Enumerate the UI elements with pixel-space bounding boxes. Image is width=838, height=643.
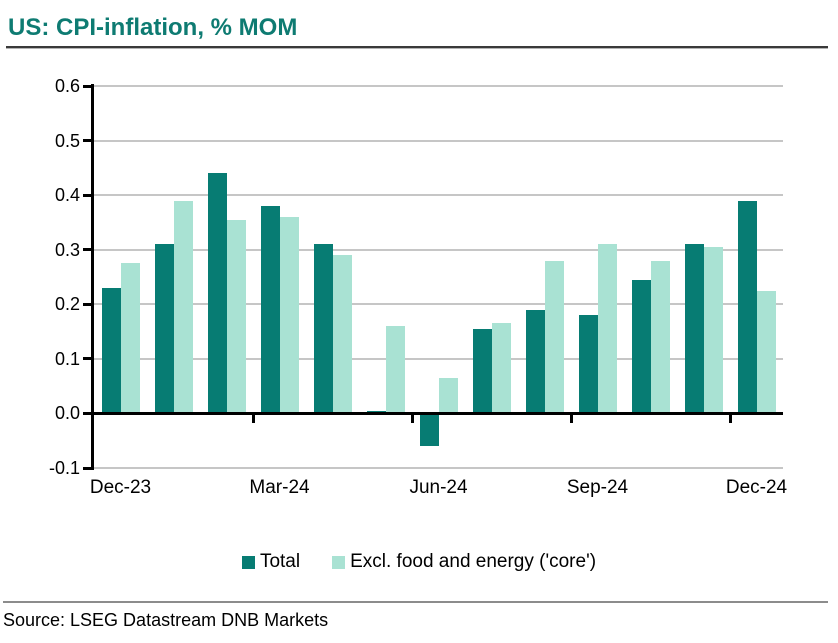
bar-core-Jan-24 <box>173 200 193 414</box>
y-axis-tick <box>83 193 94 197</box>
y-axis-tick <box>83 248 94 252</box>
bar-total-Aug-24 <box>525 309 545 414</box>
bar-total-Oct-24 <box>631 279 651 414</box>
bar-core-Oct-24 <box>650 260 670 414</box>
bar-core-May-24 <box>385 326 405 414</box>
y-tick-label: 0.5 <box>54 130 80 151</box>
x-axis-tick <box>728 413 732 424</box>
source-divider <box>3 601 828 603</box>
bar-core-Apr-24 <box>332 255 352 414</box>
gridline <box>94 357 783 360</box>
x-tick-label: Dec-23 <box>89 477 152 498</box>
gridline <box>94 467 783 469</box>
bar-core-Sep-24 <box>597 244 617 414</box>
legend-item-core: Excl. food and energy ('core') <box>332 551 596 573</box>
y-axis-tick <box>83 466 94 470</box>
legend-label-core: Excl. food and energy ('core') <box>350 551 597 572</box>
x-tick-label: Sep-24 <box>566 477 629 498</box>
gridline <box>94 303 783 306</box>
bar-total-Nov-24 <box>684 244 704 414</box>
bar-core-Nov-24 <box>703 246 723 414</box>
bar-core-Aug-24 <box>544 260 564 414</box>
bar-total-Dec-23 <box>101 287 121 414</box>
x-axis-tick <box>251 413 255 424</box>
x-tick-label: Mar-24 <box>249 477 310 498</box>
y-axis-tick <box>83 411 94 415</box>
x-tick-label: Jun-24 <box>409 477 468 498</box>
x-axis-line <box>91 411 783 415</box>
bar-core-Dec-24 <box>756 290 776 414</box>
total-swatch-icon <box>241 555 255 569</box>
title-divider <box>6 46 828 49</box>
y-tick-label: 0.6 <box>54 76 80 96</box>
x-axis-tick <box>569 413 573 424</box>
chart-legend: Total Excl. food and energy ('core') <box>0 551 838 573</box>
legend-label-total: Total <box>259 551 301 572</box>
bar-core-Mar-24 <box>279 216 299 414</box>
y-tick-label: 0.4 <box>54 185 80 206</box>
bar-total-Dec-24 <box>737 200 757 414</box>
bar-core-Jun-24 <box>438 377 458 414</box>
page-title: US: CPI-inflation, % MOM <box>8 14 298 41</box>
bar-core-Feb-24 <box>226 219 246 414</box>
source-text: Source: LSEG Datastream DNB Markets <box>3 610 329 630</box>
bar-total-Jun-24 <box>419 413 439 447</box>
gridline <box>94 85 783 87</box>
y-axis-tick <box>83 84 94 88</box>
bar-total-Jan-24 <box>154 244 174 414</box>
gridline <box>94 194 783 197</box>
y-tick-label: 0.0 <box>54 403 80 424</box>
x-tick-label: Dec-24 <box>725 477 788 498</box>
gridline <box>94 139 783 142</box>
bar-total-Jul-24 <box>472 328 492 414</box>
legend-item-total: Total <box>241 551 301 573</box>
y-tick-label: 0.1 <box>54 348 80 369</box>
y-axis-tick <box>83 302 94 306</box>
y-tick-label: 0.2 <box>54 294 80 315</box>
bar-total-Apr-24 <box>313 244 333 414</box>
bar-total-Feb-24 <box>207 173 227 414</box>
bar-core-Dec-23 <box>120 263 140 414</box>
core-swatch-icon <box>332 555 346 569</box>
bar-total-Sep-24 <box>578 315 598 414</box>
bar-total-Mar-24 <box>260 206 280 414</box>
x-axis-tick <box>410 413 414 424</box>
y-axis-tick <box>83 357 94 361</box>
y-tick-label: -0.1 <box>48 458 80 478</box>
gridline <box>94 248 783 251</box>
y-tick-label: 0.3 <box>54 239 80 260</box>
y-axis-line <box>91 84 94 470</box>
y-axis-tick <box>83 139 94 143</box>
bar-core-Jul-24 <box>491 323 511 414</box>
